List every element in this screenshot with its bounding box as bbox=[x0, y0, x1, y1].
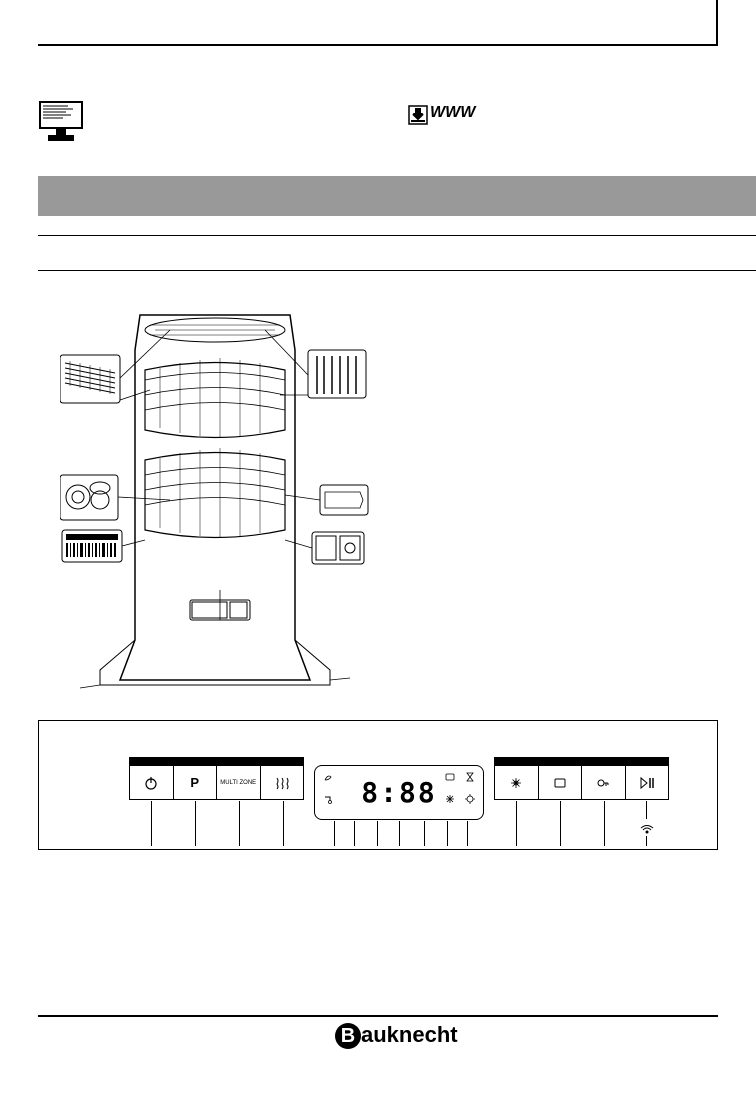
tablet-indicator-icon bbox=[445, 772, 455, 782]
callout-line bbox=[377, 821, 378, 846]
cp-top-bar-left bbox=[129, 757, 304, 765]
download-icon bbox=[408, 105, 428, 130]
footer-rule bbox=[38, 1015, 718, 1017]
callout-line bbox=[151, 801, 152, 846]
salt-indicator-icon bbox=[445, 794, 455, 804]
divider-line-1 bbox=[38, 235, 756, 236]
time-display: 8:88 bbox=[361, 776, 436, 809]
callout-line bbox=[424, 821, 425, 846]
callout-line bbox=[447, 821, 448, 846]
keylock-icon bbox=[596, 776, 610, 790]
multizone-label: MULTI ZONE bbox=[220, 780, 256, 786]
callout-line bbox=[646, 836, 647, 846]
brand-name: auknecht bbox=[361, 1022, 458, 1047]
brand-initial: B bbox=[335, 1023, 361, 1049]
header-vertical-rule bbox=[716, 0, 718, 46]
program-button[interactable]: P bbox=[174, 766, 218, 799]
callout-line bbox=[604, 801, 605, 846]
monitor-icon bbox=[38, 100, 84, 149]
eco-indicator-icon bbox=[323, 772, 333, 782]
divider-line-2 bbox=[38, 270, 756, 271]
callout-line bbox=[399, 821, 400, 846]
faucet-indicator-icon bbox=[323, 794, 333, 804]
callout-line bbox=[195, 801, 196, 846]
multizone-button[interactable]: MULTI ZONE bbox=[217, 766, 261, 799]
tablet-icon bbox=[553, 776, 567, 790]
power-icon bbox=[144, 776, 158, 790]
steam-button[interactable] bbox=[261, 766, 304, 799]
rinse-indicator-icon bbox=[465, 794, 475, 804]
callout-line bbox=[560, 801, 561, 846]
power-button[interactable] bbox=[130, 766, 174, 799]
keylock-button[interactable] bbox=[582, 766, 626, 799]
callout-line bbox=[334, 821, 335, 846]
remote-icon bbox=[639, 821, 655, 835]
dishwasher-diagram bbox=[60, 300, 370, 690]
delay-button[interactable] bbox=[495, 766, 539, 799]
callout-line bbox=[646, 801, 647, 819]
cp-button-group-right bbox=[494, 765, 669, 800]
header-rule bbox=[38, 44, 718, 46]
callout-line bbox=[283, 801, 284, 846]
section-heading-bar bbox=[38, 176, 756, 216]
tablet-button[interactable] bbox=[539, 766, 583, 799]
cp-display: 8:88 bbox=[314, 765, 484, 820]
delay-icon bbox=[509, 776, 523, 790]
play-pause-icon bbox=[639, 776, 655, 790]
program-label: P bbox=[190, 775, 199, 790]
callout-line bbox=[467, 821, 468, 846]
start-pause-button[interactable] bbox=[626, 766, 669, 799]
www-label: WWW bbox=[430, 104, 475, 122]
cp-button-group-left: P MULTI ZONE bbox=[129, 765, 304, 800]
callout-line bbox=[239, 801, 240, 846]
control-panel-diagram: P MULTI ZONE 8:88 bbox=[38, 720, 718, 850]
hourglass-indicator-icon bbox=[465, 772, 475, 782]
brand-logo: Bauknecht bbox=[335, 1022, 458, 1049]
steam-icon bbox=[274, 776, 290, 790]
callout-line bbox=[354, 821, 355, 846]
callout-line bbox=[516, 801, 517, 846]
cp-top-bar-right bbox=[494, 757, 669, 765]
